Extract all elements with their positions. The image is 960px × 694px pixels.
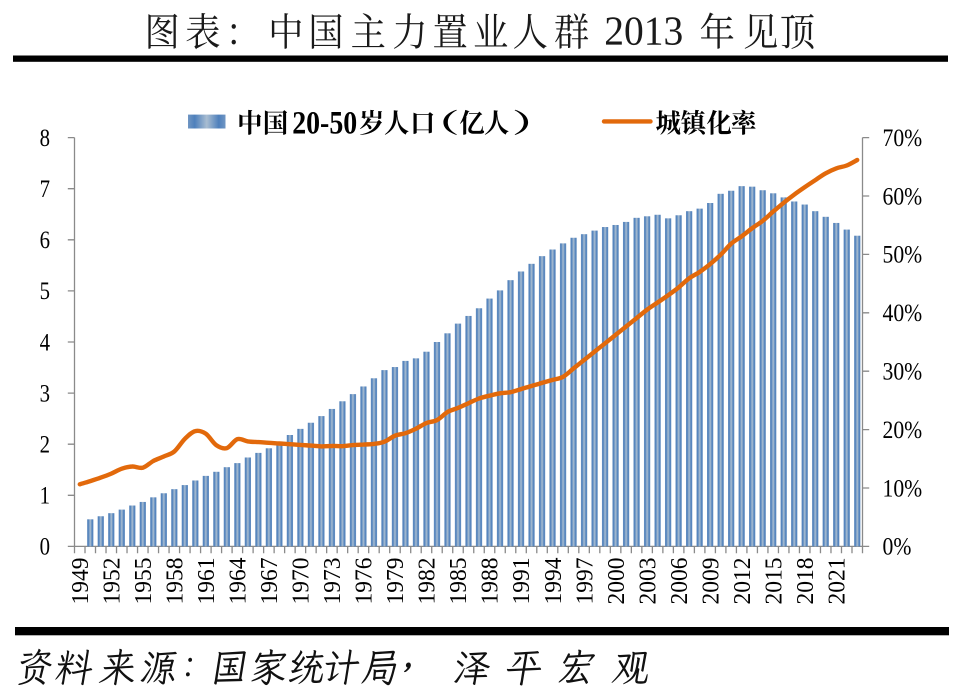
svg-text:2018: 2018	[793, 558, 819, 605]
svg-text:1955: 1955	[131, 558, 157, 605]
svg-text:1952: 1952	[100, 558, 126, 605]
svg-text:3: 3	[40, 380, 50, 407]
svg-text:1967: 1967	[257, 558, 283, 605]
svg-text:2013: 2013	[604, 8, 683, 54]
svg-text:1997: 1997	[572, 558, 598, 605]
svg-text:40%: 40%	[883, 300, 923, 327]
svg-text:60%: 60%	[883, 183, 923, 210]
svg-text:20-50: 20-50	[292, 106, 357, 142]
svg-text:1994: 1994	[541, 558, 567, 605]
svg-text:2021: 2021	[824, 558, 850, 605]
svg-text:1988: 1988	[478, 558, 504, 605]
svg-text:1973: 1973	[320, 558, 346, 605]
svg-text:2009: 2009	[698, 558, 724, 605]
svg-text:0: 0	[40, 534, 50, 561]
svg-text:20%: 20%	[883, 417, 923, 444]
svg-text:2006: 2006	[667, 558, 693, 605]
svg-text:1982: 1982	[415, 558, 441, 605]
svg-text:1949: 1949	[68, 558, 94, 605]
svg-text:0%: 0%	[883, 534, 912, 561]
svg-text:70%: 70%	[883, 125, 923, 152]
svg-text:1: 1	[40, 483, 50, 510]
svg-text:2: 2	[40, 432, 50, 459]
svg-text:1985: 1985	[446, 558, 472, 605]
svg-text:1991: 1991	[509, 558, 535, 605]
svg-text:1964: 1964	[226, 558, 252, 605]
svg-text:2015: 2015	[761, 558, 787, 605]
svg-text:2003: 2003	[635, 558, 661, 605]
svg-text:1970: 1970	[289, 558, 315, 605]
svg-text:30%: 30%	[883, 359, 923, 386]
svg-text:2000: 2000	[604, 558, 630, 605]
svg-text:1979: 1979	[383, 558, 409, 605]
svg-text:4: 4	[40, 329, 51, 356]
svg-text:2012: 2012	[730, 558, 756, 605]
svg-text:1958: 1958	[163, 558, 189, 605]
svg-text:7: 7	[40, 176, 50, 203]
svg-text:1976: 1976	[352, 558, 378, 605]
svg-text:50%: 50%	[883, 242, 923, 269]
svg-text:10%: 10%	[883, 475, 923, 502]
svg-text:8: 8	[40, 125, 50, 152]
svg-text:1961: 1961	[194, 558, 220, 605]
svg-text:6: 6	[40, 227, 50, 254]
svg-text:5: 5	[40, 278, 50, 305]
